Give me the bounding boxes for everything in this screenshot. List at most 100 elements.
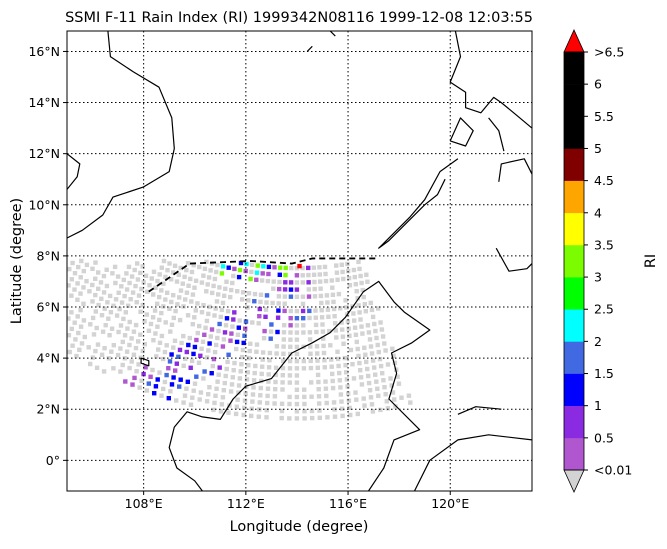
swath-pixel	[300, 273, 305, 278]
swath-pixel	[390, 390, 396, 395]
swath-pixel	[365, 323, 371, 328]
colorbar-tick-label: 3	[594, 270, 602, 285]
swath-pixel	[358, 317, 363, 322]
swath-pixel	[244, 377, 250, 382]
swath-pixel	[141, 371, 146, 377]
swath-pixel	[99, 296, 104, 301]
swath-pixel	[372, 365, 377, 370]
swath-pixel	[245, 370, 250, 375]
swath-pixel	[338, 385, 343, 390]
swath-pixel	[212, 276, 218, 282]
swath-pixel	[203, 325, 208, 330]
swath-pixel	[93, 292, 98, 298]
swath-pixel	[101, 273, 107, 279]
y-tick-label: 16°N	[28, 44, 60, 59]
swath-pixel	[141, 280, 146, 285]
swath-pixel	[281, 330, 287, 335]
swath-pixel	[249, 262, 255, 267]
swath-pixel	[159, 265, 164, 270]
swath-pixel	[81, 268, 86, 274]
swath-pixel	[115, 352, 121, 358]
swath-pixel	[338, 392, 344, 397]
swath-pixel	[376, 349, 381, 355]
swath-pixel	[294, 344, 300, 350]
swath-pixel	[256, 321, 261, 326]
swath-pixel	[110, 271, 115, 276]
swath-pixel	[212, 400, 217, 406]
swath-pixel	[167, 261, 172, 266]
swath-pixel	[216, 292, 221, 297]
swath-pixel	[294, 337, 300, 342]
swath-pixel	[185, 379, 190, 384]
swath-pixel	[230, 280, 235, 286]
swath-pixel	[107, 293, 113, 299]
swath-pixel	[156, 347, 161, 352]
colorbar-tick-label: >6.5	[594, 45, 624, 60]
swath-pixel	[262, 328, 267, 334]
swath-pixel	[211, 283, 216, 289]
swath-pixel	[260, 357, 265, 362]
y-tick-label: 12°N	[28, 146, 60, 161]
x-tick-label: 120°E	[431, 496, 469, 511]
swath-pixel	[202, 266, 208, 271]
swath-pixel	[185, 261, 191, 266]
swath-pixel	[277, 272, 282, 277]
swath-pixel	[93, 260, 98, 265]
swath-pixel	[67, 333, 72, 338]
colorbar-over-arrow	[563, 29, 585, 53]
swath-pixel	[145, 289, 150, 294]
swath-pixel	[360, 331, 365, 336]
swath-pixel	[207, 304, 212, 310]
swath-pixel	[174, 361, 179, 366]
swath-pixel	[159, 288, 164, 293]
swath-pixel	[204, 289, 209, 294]
swath-pixel	[176, 272, 181, 277]
swath-pixel	[288, 351, 293, 357]
swath-pixel	[266, 379, 271, 384]
swath-pixel	[280, 380, 285, 385]
swath-pixel	[307, 308, 312, 314]
swath-pixel	[76, 330, 81, 336]
swath-pixel	[233, 411, 239, 417]
swath-pixel	[311, 265, 316, 270]
swath-pixel	[302, 416, 307, 421]
swath-pixel	[254, 270, 260, 275]
swath-pixel	[240, 290, 246, 295]
swath-pixel	[218, 314, 223, 320]
swath-pixel	[134, 369, 139, 374]
swath-pixel	[226, 352, 231, 357]
swath-pixel	[300, 308, 306, 314]
swath-pixel	[169, 382, 175, 387]
swath-pixel	[323, 386, 329, 391]
swath-pixel	[120, 362, 125, 368]
swath-pixel	[105, 300, 110, 305]
swath-pixel	[306, 294, 312, 299]
swath-pixel	[157, 317, 162, 323]
swath-pixel	[139, 378, 144, 383]
longitude-ticks: 108°E 112°E 116°E 120°E	[125, 491, 469, 511]
swath-pixel	[205, 282, 210, 287]
swath-pixel	[319, 315, 325, 320]
swath-pixel	[113, 297, 119, 302]
swath-pixel	[343, 363, 348, 368]
swath-pixel	[363, 309, 368, 314]
swath-pixel	[256, 414, 261, 419]
swath-pixel	[315, 365, 320, 370]
swath-pixel	[358, 273, 363, 279]
swath-pixel	[84, 262, 90, 268]
swath-pixel	[321, 343, 326, 349]
swath-pixel	[347, 405, 352, 411]
swath-pixel	[307, 315, 312, 321]
colorbar-band	[564, 148, 584, 181]
swath-pixel	[351, 267, 357, 273]
swath-pixel	[140, 302, 145, 308]
swath-pixel	[331, 400, 337, 405]
swath-pixel	[74, 353, 79, 359]
colorbar-tick-label: 4.5	[594, 173, 614, 188]
swath-pixel	[383, 392, 388, 397]
colorbar-band	[564, 373, 584, 406]
swath-pixel	[123, 379, 128, 384]
swath-pixel	[222, 380, 227, 386]
swath-pixel	[169, 352, 174, 357]
swath-pixel	[265, 278, 271, 284]
